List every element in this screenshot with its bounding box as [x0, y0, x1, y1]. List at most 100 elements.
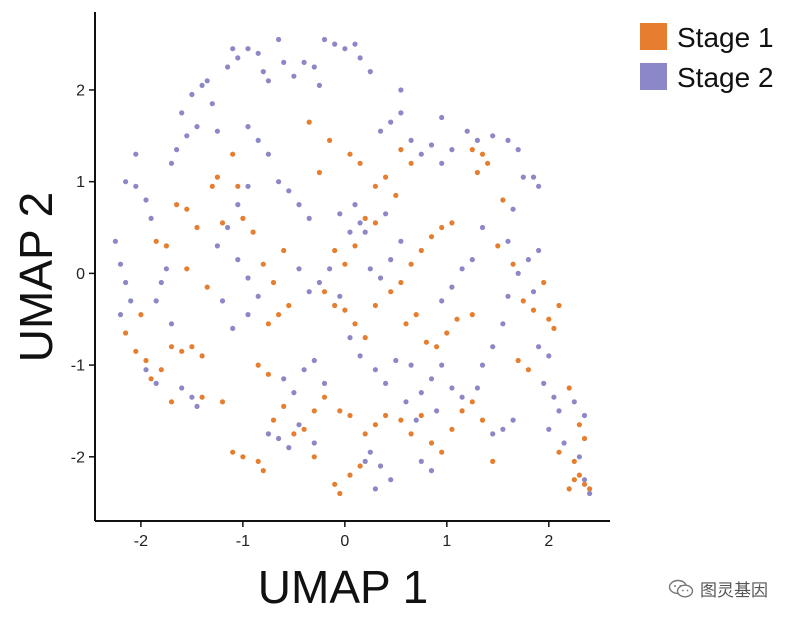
data-point	[408, 431, 414, 437]
data-point	[469, 257, 475, 263]
data-point	[372, 486, 378, 492]
data-point	[347, 229, 353, 235]
data-point	[393, 357, 399, 364]
series-2	[112, 36, 593, 497]
data-point	[505, 238, 511, 244]
data-point	[153, 380, 159, 386]
x-tick-label: -1	[236, 533, 250, 550]
data-point	[418, 390, 424, 396]
data-point	[337, 490, 343, 497]
data-point	[219, 298, 226, 304]
data-point	[525, 257, 532, 263]
data-point	[311, 408, 317, 414]
data-point	[505, 293, 511, 299]
data-point	[536, 344, 542, 350]
data-point	[194, 224, 200, 231]
data-point	[168, 399, 175, 405]
data-point	[117, 312, 124, 318]
x-tick-label: 1	[442, 533, 451, 550]
legend-label: Stage 2	[677, 62, 774, 93]
data-point	[347, 151, 353, 157]
data-point	[352, 41, 358, 47]
data-point	[199, 82, 205, 88]
data-point	[581, 481, 588, 487]
series-1	[123, 119, 593, 497]
data-point	[479, 224, 486, 231]
data-point	[408, 160, 414, 166]
data-point	[479, 362, 486, 368]
data-point	[265, 78, 271, 84]
data-point	[428, 376, 435, 382]
data-point	[439, 160, 445, 166]
data-point	[296, 422, 302, 428]
data-point	[204, 284, 210, 290]
data-point	[383, 211, 389, 217]
x-tick-label: -2	[134, 533, 148, 550]
data-point	[556, 302, 562, 309]
data-point	[505, 137, 511, 143]
data-point	[321, 380, 328, 386]
data-point	[270, 417, 277, 423]
data-point	[536, 183, 542, 189]
data-point	[541, 380, 547, 386]
data-point	[276, 435, 282, 442]
data-point	[490, 431, 496, 437]
data-point	[332, 481, 338, 487]
data-point	[571, 477, 577, 483]
data-point	[296, 266, 302, 272]
data-point	[281, 376, 287, 382]
data-point	[281, 59, 287, 65]
data-point	[372, 183, 378, 189]
data-point	[367, 69, 373, 75]
watermark-text: 图灵基因	[700, 581, 768, 600]
data-point	[311, 357, 317, 364]
data-point	[225, 224, 231, 231]
data-point	[235, 55, 241, 61]
data-point	[179, 110, 185, 116]
data-point	[179, 385, 185, 391]
data-point	[255, 50, 261, 56]
data-point	[291, 390, 297, 396]
data-point	[398, 147, 404, 153]
data-point	[148, 376, 154, 382]
data-point	[301, 367, 307, 373]
data-point	[235, 183, 241, 189]
legend-label: Stage 1	[677, 22, 774, 53]
data-point	[413, 312, 419, 318]
data-point	[536, 247, 542, 254]
data-point	[174, 147, 180, 153]
data-point	[485, 160, 491, 166]
data-point	[418, 458, 424, 464]
data-point	[490, 344, 496, 350]
data-point	[270, 279, 277, 286]
data-point	[581, 435, 588, 442]
data-point	[219, 399, 226, 405]
data-point	[286, 188, 292, 194]
data-point	[235, 257, 241, 263]
data-point	[321, 289, 328, 295]
data-point	[225, 64, 231, 70]
data-point	[184, 266, 190, 272]
data-point	[352, 202, 358, 208]
data-point	[398, 238, 404, 244]
data-point	[209, 183, 215, 189]
data-point	[347, 472, 353, 478]
y-tick-label: 2	[76, 82, 85, 99]
legend-swatch	[640, 63, 667, 90]
data-point	[479, 151, 486, 157]
data-point	[439, 449, 445, 455]
data-point	[510, 417, 516, 423]
data-point	[143, 367, 149, 373]
data-point	[342, 307, 348, 313]
plot-points	[112, 36, 593, 497]
data-point	[439, 298, 445, 304]
data-point	[367, 266, 373, 272]
data-point	[362, 335, 368, 341]
data-point	[117, 261, 124, 267]
data-point	[321, 36, 328, 43]
data-point	[316, 169, 322, 176]
data-point	[413, 417, 419, 423]
data-point	[133, 183, 139, 189]
data-point	[551, 325, 557, 331]
data-point	[357, 160, 363, 166]
